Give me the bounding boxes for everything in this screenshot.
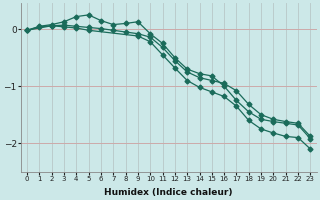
X-axis label: Humidex (Indice chaleur): Humidex (Indice chaleur) bbox=[104, 188, 233, 197]
